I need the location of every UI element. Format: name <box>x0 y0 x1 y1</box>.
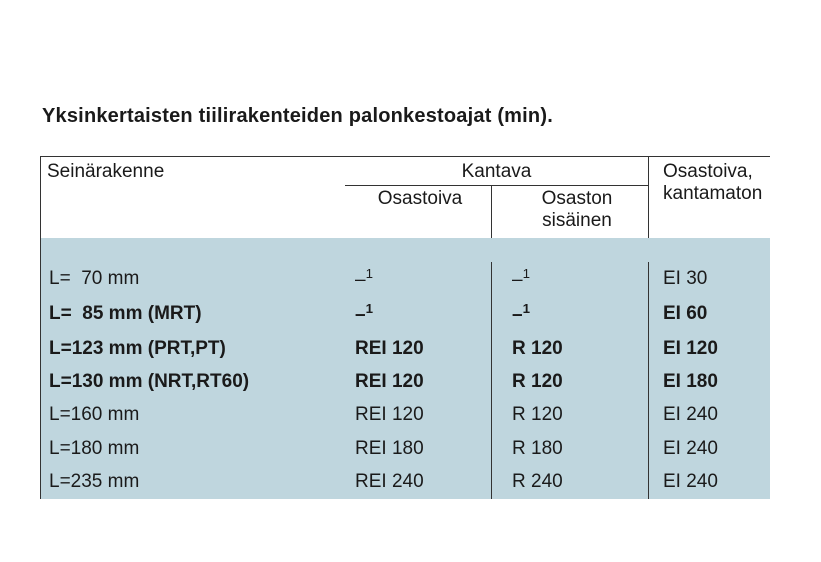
cell-label: L=130 mm (NRT,RT60) <box>41 365 346 398</box>
cell-label: L=160 mm <box>41 398 346 431</box>
cell-osastoiva: REI 240 <box>345 465 492 498</box>
header-kantava: Kantava <box>345 157 649 186</box>
cell-label: L=235 mm <box>41 465 346 498</box>
cell-kantamaton: EI 240 <box>649 465 771 498</box>
cell-kantamaton: EI 30 <box>649 262 771 297</box>
header-osastoiva-kantamaton-line2: kantamaton <box>663 183 762 204</box>
table-body: L= 70 mm–1–1EI 30L= 85 mm (MRT)–1–1EI 60… <box>41 238 771 499</box>
cell-sisainen: R 120 <box>492 365 649 398</box>
cell-sisainen: –1 <box>492 297 649 332</box>
cell-osastoiva: REI 120 <box>345 365 492 398</box>
table-row: L=130 mm (NRT,RT60)REI 120R 120EI 180 <box>41 365 771 398</box>
cell-sisainen: R 120 <box>492 332 649 365</box>
cell-label: L=180 mm <box>41 432 346 465</box>
cell-kantamaton: EI 180 <box>649 365 771 398</box>
page-root: Yksinkertaisten tiilirakenteiden palonke… <box>0 0 821 562</box>
cell-label: L= 70 mm <box>41 262 346 297</box>
header-sub-sisainen-line2: sisäinen <box>542 210 612 231</box>
header-sub-sisainen-line1: Osaston <box>542 188 613 209</box>
cell-osastoiva: REI 120 <box>345 332 492 365</box>
cell-osastoiva: REI 120 <box>345 398 492 431</box>
cell-sisainen: –1 <box>492 262 649 297</box>
cell-sisainen: R 240 <box>492 465 649 498</box>
table-row: L=160 mmREI 120R 120EI 240 <box>41 398 771 431</box>
cell-kantamaton: EI 120 <box>649 332 771 365</box>
table-row: L= 85 mm (MRT)–1–1EI 60 <box>41 297 771 332</box>
table-row: L=123 mm (PRT,PT)REI 120R 120EI 120 <box>41 332 771 365</box>
cell-osastoiva: –1 <box>345 262 492 297</box>
cell-kantamaton: EI 60 <box>649 297 771 332</box>
header-osastoiva-kantamaton-line1: Osastoiva, <box>663 161 753 182</box>
table-row: L=235 mmREI 240R 240EI 240 <box>41 465 771 498</box>
cell-sisainen: R 180 <box>492 432 649 465</box>
table-row: L= 70 mm–1–1EI 30 <box>41 262 771 297</box>
cell-kantamaton: EI 240 <box>649 432 771 465</box>
table-row: L=180 mmREI 180R 180EI 240 <box>41 432 771 465</box>
cell-kantamaton: EI 240 <box>649 398 771 431</box>
cell-osastoiva: REI 180 <box>345 432 492 465</box>
header-osastoiva-kantamaton: Osastoiva, kantamaton <box>649 157 771 239</box>
table-header: Seinärakenne Kantava Osastoiva, kantamat… <box>41 157 771 239</box>
header-seinarakenne: Seinärakenne <box>41 157 346 239</box>
page-title: Yksinkertaisten tiilirakenteiden palonke… <box>42 105 781 128</box>
cell-label: L=123 mm (PRT,PT) <box>41 332 346 365</box>
cell-osastoiva: –1 <box>345 297 492 332</box>
header-sub-sisainen: Osaston sisäinen <box>492 186 649 239</box>
cell-label: L= 85 mm (MRT) <box>41 297 346 332</box>
header-sub-osastoiva: Osastoiva <box>345 186 492 239</box>
fire-resistance-table: Seinärakenne Kantava Osastoiva, kantamat… <box>40 156 770 499</box>
cell-sisainen: R 120 <box>492 398 649 431</box>
